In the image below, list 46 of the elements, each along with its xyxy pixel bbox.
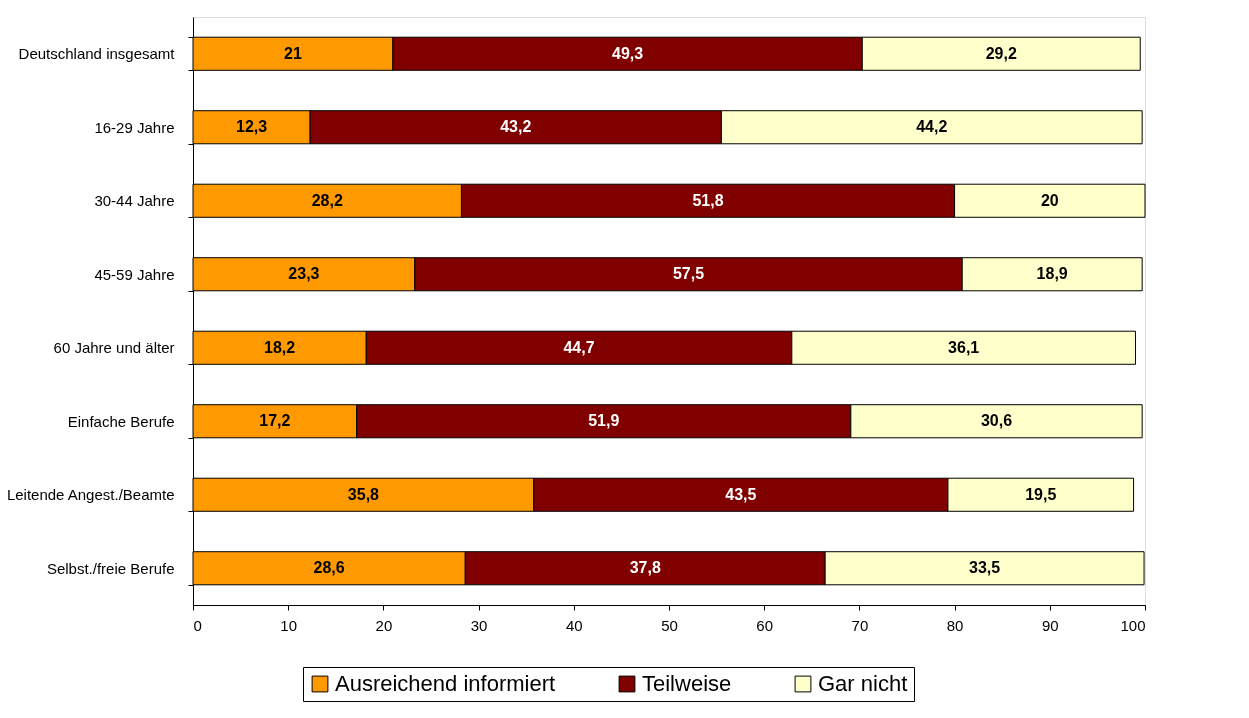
data-label: 28,6: [313, 559, 345, 577]
data-label: 30,6: [980, 412, 1013, 430]
legend-label: Ausreichend informiert: [335, 671, 556, 696]
data-label: 21: [284, 44, 302, 62]
y-tick-label: 30-44 Jahre: [94, 192, 175, 210]
y-tick-label: 16-29 Jahre: [94, 118, 175, 136]
x-tick-label: 90: [1041, 616, 1059, 634]
data-label: 19,5: [1025, 485, 1057, 503]
data-label: 18,9: [1036, 265, 1068, 283]
data-label: 51,9: [588, 412, 620, 430]
x-tick-label: 10: [280, 616, 298, 634]
data-label: 51,8: [692, 191, 724, 209]
x-tick-label: 30: [470, 616, 488, 634]
data-label: 12,3: [235, 118, 268, 136]
x-tick-label: 0: [193, 616, 202, 634]
data-label: 33,5: [969, 559, 1001, 577]
x-tick-label: 100: [1120, 616, 1146, 634]
data-label: 36,1: [948, 338, 980, 356]
x-tick-label: 70: [851, 616, 869, 634]
data-label: 18,2: [264, 338, 296, 356]
x-tick-label: 60: [756, 616, 774, 634]
y-tick-label: Leitende Angest./Beamte: [6, 486, 175, 504]
data-label: 57,5: [672, 265, 705, 283]
y-tick-label: Deutschland insgesamt: [18, 45, 176, 63]
legend-label: Teilweise: [642, 671, 732, 696]
data-label: 44,2: [916, 118, 948, 136]
data-label: 29,2: [985, 44, 1017, 62]
data-label: 49,3: [612, 44, 644, 62]
data-label: 35,8: [347, 485, 380, 503]
data-label: 37,8: [629, 559, 661, 577]
data-label: 28,2: [311, 191, 343, 209]
y-tick-label: Einfache Berufe: [67, 412, 175, 430]
y-tick-label: 60 Jahre und älter: [53, 339, 175, 357]
data-label: 43,5: [725, 485, 757, 503]
x-tick-label: 20: [375, 616, 393, 634]
y-tick-label: 45-59 Jahre: [94, 265, 175, 283]
data-label: 20: [1040, 191, 1059, 209]
legend-label: Gar nicht: [818, 671, 908, 696]
data-label: 17,2: [259, 412, 291, 430]
data-label: 43,2: [500, 118, 532, 136]
x-tick-label: 50: [661, 616, 678, 634]
x-tick-label: 40: [565, 616, 583, 634]
x-tick-label: 80: [946, 616, 964, 634]
data-label: 23,3: [288, 265, 320, 283]
y-tick-label: Selbst./freie Berufe: [46, 559, 175, 577]
data-label: 44,7: [563, 338, 595, 356]
